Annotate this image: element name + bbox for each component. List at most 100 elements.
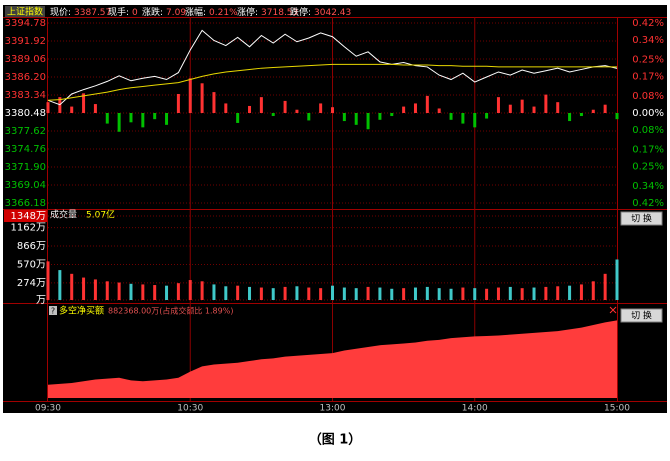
y-tick-label: 万: [36, 295, 46, 306]
y2-tick-label: 0.25%: [632, 162, 664, 173]
strength-bar: [496, 97, 500, 113]
strength-bar: [46, 102, 50, 113]
strength-bar: [485, 113, 489, 119]
strength-bar: [568, 113, 572, 122]
y-tick-label: 3383.34: [5, 90, 46, 101]
strength-bar: [461, 113, 465, 124]
volume-bar: [295, 286, 299, 300]
volume-bar: [283, 286, 287, 300]
field-label: 涨跌:: [142, 7, 163, 18]
volume-bar: [402, 288, 406, 300]
strength-bar: [354, 113, 358, 125]
volume-bar: [603, 273, 607, 300]
volume-bar: [82, 277, 86, 300]
strength-bar: [248, 105, 252, 113]
volume-bar: [129, 283, 133, 300]
volume-bar: [188, 280, 192, 300]
y-tick-label: 3371.90: [5, 162, 46, 173]
volume-bar: [461, 287, 465, 300]
volume-bar: [520, 288, 524, 300]
strength-bar: [176, 93, 180, 113]
help-icon[interactable]: [49, 306, 57, 315]
strength-bar: [591, 109, 595, 113]
strength-bar: [129, 113, 133, 123]
volume-bar: [615, 259, 619, 300]
switch-button-label[interactable]: 切 换: [631, 310, 652, 322]
help-icon-mark: ?: [51, 307, 55, 316]
strength-bar: [259, 97, 263, 113]
y2-tick-label: 0.42%: [632, 18, 664, 29]
strength-bar: [544, 94, 548, 113]
volume-bar: [141, 284, 145, 300]
strength-bar: [342, 113, 346, 122]
caption: （图 1）: [309, 432, 362, 448]
switch-button[interactable]: [620, 211, 663, 226]
field-label: 现手:: [108, 6, 129, 18]
volume-bar: [496, 287, 500, 300]
header-field: 现手: 0: [108, 6, 138, 18]
header-field: 涨跌: 7.09: [142, 7, 186, 18]
strength-bar: [93, 104, 97, 113]
price-line: [47, 29, 618, 106]
volume-bar: [93, 279, 97, 300]
y-tick-label: 3380.48: [5, 108, 46, 119]
volume-bar: [579, 284, 583, 300]
volume-bar: [105, 281, 109, 300]
volume-bar: [532, 287, 536, 300]
index-name: 上证指数: [7, 6, 43, 18]
volume-bar: [568, 285, 572, 300]
volume-bar: [307, 287, 311, 300]
y-tick-label: 3389.06: [5, 54, 46, 65]
volume-bar: [117, 282, 121, 300]
close-icon[interactable]: [609, 306, 617, 314]
field-value: 3042.43: [314, 8, 351, 18]
y2-tick-label: 0.25%: [632, 54, 664, 65]
volume-bar: [366, 286, 370, 300]
field-label: 涨幅:: [185, 6, 206, 18]
y-tick-label: 866万: [17, 241, 46, 252]
field-label: 涨停:: [237, 6, 258, 18]
netbuy-area: [48, 320, 617, 398]
y-tick-label: 274万: [17, 278, 46, 289]
y2-tick-label: 0.34%: [632, 181, 664, 192]
strength-bar: [390, 113, 394, 117]
volume-bar: [591, 281, 595, 300]
x-tick-label: 09:30: [35, 404, 61, 414]
y-tick-label: 3394.78: [5, 18, 46, 29]
volume-bar: [271, 288, 275, 300]
volume-bar: [176, 283, 180, 300]
volume-title: 成交量: [50, 209, 77, 221]
tick-highlight: [4, 210, 47, 222]
strength-bar: [295, 109, 299, 113]
strength-bar: [413, 103, 417, 113]
strength-bar: [615, 113, 619, 120]
field-value: 7.09: [166, 8, 186, 18]
strength-bar: [319, 103, 323, 113]
strength-bar: [70, 106, 74, 113]
field-value: 3387.57: [74, 8, 111, 18]
strength-bar: [556, 102, 560, 113]
volume-bar: [259, 287, 263, 300]
x-tick-label: 13:00: [320, 404, 346, 414]
header-field: 现价: 3387.57: [50, 7, 111, 18]
strength-bar: [141, 113, 145, 128]
switch-button-label[interactable]: 切 换: [631, 213, 652, 225]
volume-bar: [473, 288, 477, 300]
volume-bar: [413, 287, 417, 300]
volume-bar: [331, 285, 334, 300]
strength-bar: [603, 104, 607, 113]
strength-bar: [579, 113, 583, 117]
strength-bar: [520, 99, 524, 113]
y-tick-label: 3391.92: [5, 36, 46, 47]
volume-bar: [544, 286, 548, 300]
volume-bar: [390, 288, 394, 300]
volume-bar: [437, 288, 441, 300]
y2-tick-label: 0.34%: [632, 35, 664, 46]
header-field: 涨幅: 0.21%: [185, 6, 238, 18]
volume-bar: [378, 287, 382, 300]
volume-bar: [449, 288, 453, 300]
volume-bar: [153, 285, 157, 300]
strength-bar: [449, 113, 453, 120]
switch-button[interactable]: [620, 308, 663, 323]
